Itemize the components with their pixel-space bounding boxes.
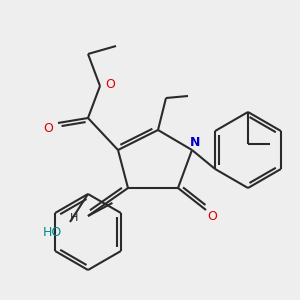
Text: N: N	[190, 136, 200, 148]
Text: H: H	[70, 213, 78, 223]
Text: O: O	[207, 209, 217, 223]
Text: O: O	[105, 77, 115, 91]
Text: O: O	[43, 122, 53, 134]
Text: HO: HO	[43, 226, 62, 238]
